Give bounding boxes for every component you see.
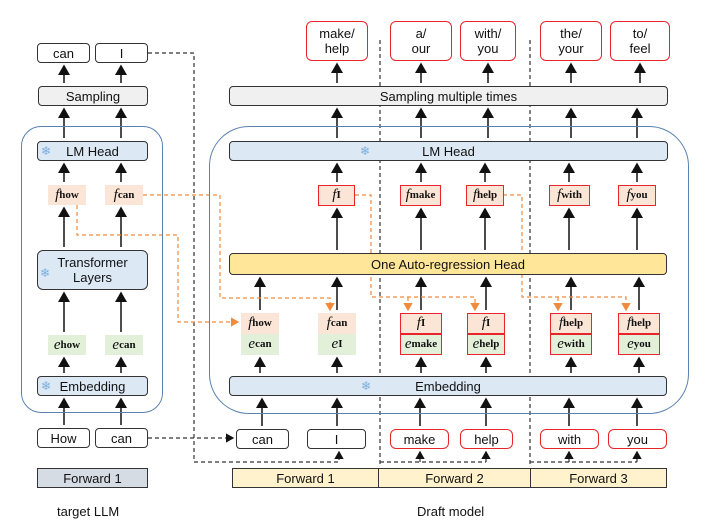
draft-embedding-vector: e you bbox=[618, 334, 660, 355]
snowflake-icon: ❄ bbox=[360, 144, 371, 158]
target-output-token: can bbox=[37, 43, 90, 63]
draft-forward-2: Forward 2 bbox=[378, 468, 531, 488]
draft-feature: f with bbox=[549, 185, 590, 206]
draft-embedding: Embedding bbox=[229, 376, 667, 396]
auto-regression-head: One Auto-regression Head bbox=[229, 253, 667, 275]
draft-input-token: help bbox=[460, 429, 513, 449]
feature-flow-line bbox=[143, 194, 335, 312]
snowflake-icon: ❄ bbox=[41, 379, 52, 393]
transformer-layers: Transformer Layers bbox=[37, 250, 148, 290]
draft-input-token: with bbox=[540, 429, 599, 449]
target-input-token: How bbox=[37, 428, 90, 448]
target-feature: f how bbox=[48, 185, 86, 205]
draft-output-candidates: a/ our bbox=[390, 21, 452, 61]
snowflake-icon: ❄ bbox=[40, 266, 51, 280]
draft-forward-3: Forward 3 bbox=[530, 468, 667, 488]
draft-feature: f help bbox=[466, 185, 504, 206]
token-feedback-line bbox=[148, 52, 344, 463]
draft-input-token: make bbox=[390, 429, 449, 449]
target-llm-container bbox=[21, 126, 163, 413]
feature-flow-line bbox=[355, 194, 480, 312]
draft-sampling: Sampling multiple times bbox=[229, 86, 668, 106]
draft-lm-head: LM Head bbox=[229, 141, 668, 161]
target-output-token: I bbox=[95, 43, 148, 63]
draft-model-container bbox=[209, 126, 689, 414]
draft-input-feature: f can bbox=[318, 313, 356, 334]
target-feature: f can bbox=[105, 185, 143, 205]
draft-embedding-vector: e can bbox=[241, 334, 279, 355]
draft-output-candidates: make/ help bbox=[306, 21, 368, 61]
snowflake-icon: ❄ bbox=[41, 144, 52, 158]
draft-feature: f make bbox=[400, 185, 441, 206]
target-embedding: Embedding bbox=[37, 376, 148, 396]
snowflake-icon: ❄ bbox=[361, 379, 372, 393]
draft-input-token: I bbox=[307, 429, 366, 449]
draft-output-candidates: with/ you bbox=[460, 21, 516, 61]
draft-feature: f you bbox=[618, 185, 656, 206]
target-llm-caption: target LLM bbox=[57, 504, 120, 519]
draft-input-feature: f how bbox=[241, 313, 279, 334]
draft-input-token: you bbox=[608, 429, 667, 449]
target-sampling: Sampling bbox=[38, 86, 148, 106]
draft-input-token: can bbox=[236, 429, 289, 449]
draft-embedding-vector: e make bbox=[400, 334, 442, 355]
target-embedding-vector: e how bbox=[48, 335, 86, 355]
target-lm-head: LM Head bbox=[37, 141, 148, 161]
draft-embedding-vector: e with bbox=[550, 334, 592, 355]
target-input-token: can bbox=[95, 428, 148, 448]
target-forward-label: Forward 1 bbox=[37, 468, 148, 488]
draft-input-feature: f help bbox=[618, 313, 660, 334]
draft-forward-1: Forward 1 bbox=[232, 468, 379, 488]
draft-embedding-vector: e help bbox=[467, 334, 505, 355]
target-embedding-vector: e can bbox=[105, 335, 143, 355]
draft-output-candidates: to/ feel bbox=[610, 21, 670, 61]
draft-output-candidates: the/ your bbox=[540, 21, 602, 61]
draft-model-caption: Draft model bbox=[417, 504, 485, 519]
feature-flow-line bbox=[76, 205, 240, 327]
feature-flow-line bbox=[503, 194, 631, 312]
draft-input-feature: f help bbox=[550, 313, 592, 334]
